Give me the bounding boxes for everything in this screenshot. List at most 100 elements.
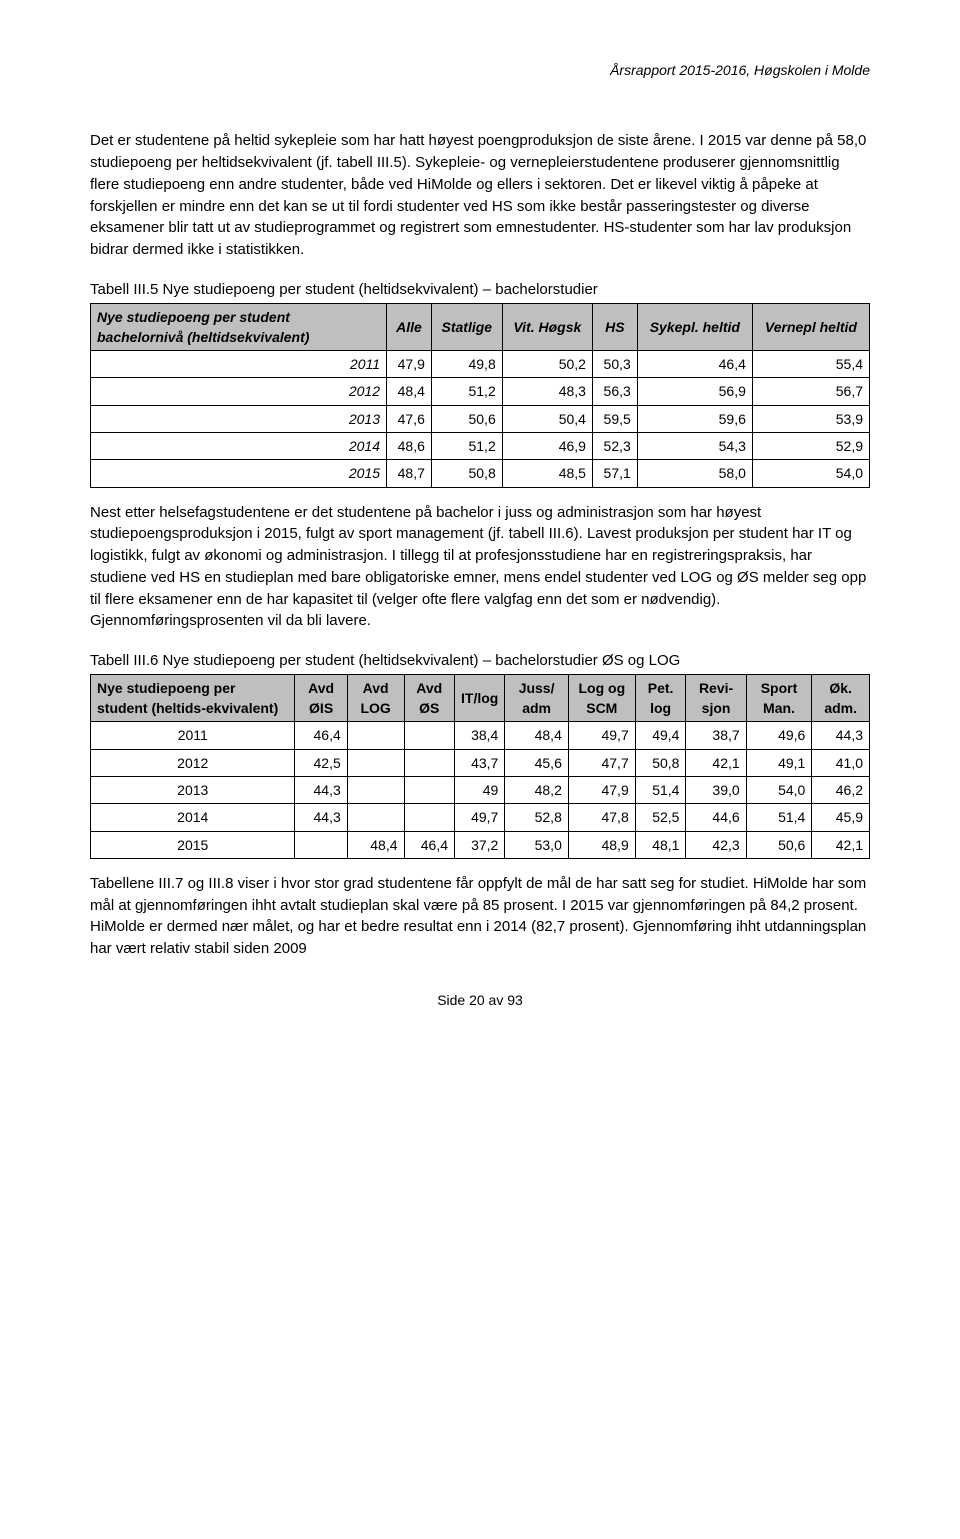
column-header: Revi-sjon bbox=[686, 674, 746, 722]
column-header: Sykepl. heltid bbox=[637, 303, 752, 351]
table-cell: 49,7 bbox=[455, 804, 505, 831]
table-cell bbox=[295, 831, 347, 858]
table-cell: 50,8 bbox=[431, 460, 502, 487]
table-cell: 2013 bbox=[91, 405, 387, 432]
table-2: Nye studiepoeng per student (heltids-ekv… bbox=[90, 674, 870, 859]
column-header: Log og SCM bbox=[568, 674, 635, 722]
table-row: 201147,949,850,250,346,455,4 bbox=[91, 351, 870, 378]
table-cell: 55,4 bbox=[752, 351, 869, 378]
table-cell: 50,8 bbox=[635, 749, 686, 776]
table-cell: 2012 bbox=[91, 378, 387, 405]
table-cell: 42,1 bbox=[686, 749, 746, 776]
table-cell: 50,6 bbox=[431, 405, 502, 432]
table-cell: 45,6 bbox=[505, 749, 569, 776]
table-cell: 48,7 bbox=[387, 460, 432, 487]
table-cell: 2011 bbox=[91, 722, 295, 749]
table-row: 201444,349,752,847,852,544,651,445,9 bbox=[91, 804, 870, 831]
table-cell: 38,7 bbox=[686, 722, 746, 749]
column-header: Sport Man. bbox=[746, 674, 812, 722]
table-cell: 51,2 bbox=[431, 433, 502, 460]
column-header: Pet. log bbox=[635, 674, 686, 722]
table-cell: 46,4 bbox=[295, 722, 347, 749]
table-cell: 47,9 bbox=[568, 777, 635, 804]
table-row: 201344,34948,247,951,439,054,046,2 bbox=[91, 777, 870, 804]
table-cell bbox=[347, 777, 404, 804]
table-cell: 51,2 bbox=[431, 378, 502, 405]
table-cell: 50,6 bbox=[746, 831, 812, 858]
table-cell bbox=[404, 749, 455, 776]
paragraph-3: Tabellene III.7 og III.8 viser i hvor st… bbox=[90, 873, 870, 960]
table-cell: 53,9 bbox=[752, 405, 869, 432]
table-cell: 42,1 bbox=[812, 831, 870, 858]
table-cell: 2012 bbox=[91, 749, 295, 776]
column-header: IT/log bbox=[455, 674, 505, 722]
table-cell: 56,3 bbox=[592, 378, 637, 405]
table-cell: 59,6 bbox=[637, 405, 752, 432]
table-cell: 52,9 bbox=[752, 433, 869, 460]
table-cell bbox=[404, 804, 455, 831]
table-cell: 57,1 bbox=[592, 460, 637, 487]
column-header: HS bbox=[592, 303, 637, 351]
column-header: Vernepl heltid bbox=[752, 303, 869, 351]
table-cell: 49,7 bbox=[568, 722, 635, 749]
paragraph-1: Det er studentene på heltid sykepleie so… bbox=[90, 130, 870, 261]
table-cell: 46,4 bbox=[637, 351, 752, 378]
table-cell: 46,9 bbox=[502, 433, 592, 460]
table-cell bbox=[404, 777, 455, 804]
table-cell: 50,2 bbox=[502, 351, 592, 378]
table-cell: 48,4 bbox=[505, 722, 569, 749]
column-header: Avd ØS bbox=[404, 674, 455, 722]
table-cell bbox=[347, 749, 404, 776]
table-row: 201548,446,437,253,048,948,142,350,642,1 bbox=[91, 831, 870, 858]
table-cell: 2014 bbox=[91, 804, 295, 831]
column-header: Avd LOG bbox=[347, 674, 404, 722]
column-header: Nye studiepoeng per student bachelornivå… bbox=[91, 303, 387, 351]
table-cell: 50,4 bbox=[502, 405, 592, 432]
column-header: Statlige bbox=[431, 303, 502, 351]
table-cell: 37,2 bbox=[455, 831, 505, 858]
paragraph-2: Nest etter helsefagstudentene er det stu… bbox=[90, 502, 870, 633]
table-cell: 48,9 bbox=[568, 831, 635, 858]
table-cell: 51,4 bbox=[746, 804, 812, 831]
table-cell: 42,3 bbox=[686, 831, 746, 858]
table-cell: 54,3 bbox=[637, 433, 752, 460]
table-cell: 47,9 bbox=[387, 351, 432, 378]
table-cell: 59,5 bbox=[592, 405, 637, 432]
table-cell: 49,4 bbox=[635, 722, 686, 749]
table-cell: 58,0 bbox=[637, 460, 752, 487]
table-cell: 48,6 bbox=[387, 433, 432, 460]
table-cell: 44,3 bbox=[812, 722, 870, 749]
table-row: 201248,451,248,356,356,956,7 bbox=[91, 378, 870, 405]
page-footer: Side 20 av 93 bbox=[90, 990, 870, 1010]
table-cell: 56,7 bbox=[752, 378, 869, 405]
table-cell: 49 bbox=[455, 777, 505, 804]
column-header: Alle bbox=[387, 303, 432, 351]
table-cell: 47,8 bbox=[568, 804, 635, 831]
table-cell: 47,7 bbox=[568, 749, 635, 776]
table-cell: 54,0 bbox=[752, 460, 869, 487]
table-cell: 45,9 bbox=[812, 804, 870, 831]
column-header: Avd ØIS bbox=[295, 674, 347, 722]
table-cell: 46,4 bbox=[404, 831, 455, 858]
table-cell: 43,7 bbox=[455, 749, 505, 776]
table-cell: 2011 bbox=[91, 351, 387, 378]
table-row: 201448,651,246,952,354,352,9 bbox=[91, 433, 870, 460]
table-cell: 52,8 bbox=[505, 804, 569, 831]
table-cell: 52,3 bbox=[592, 433, 637, 460]
table-cell: 48,4 bbox=[387, 378, 432, 405]
table-cell: 2014 bbox=[91, 433, 387, 460]
page-header: Årsrapport 2015-2016, Høgskolen i Molde bbox=[90, 60, 870, 80]
table-cell: 38,4 bbox=[455, 722, 505, 749]
table-cell: 53,0 bbox=[505, 831, 569, 858]
table-cell: 44,3 bbox=[295, 777, 347, 804]
table-cell: 42,5 bbox=[295, 749, 347, 776]
table-cell: 49,1 bbox=[746, 749, 812, 776]
table-cell bbox=[347, 722, 404, 749]
table-row: 201548,750,848,557,158,054,0 bbox=[91, 460, 870, 487]
table-cell: 44,3 bbox=[295, 804, 347, 831]
table-cell bbox=[404, 722, 455, 749]
table-cell: 39,0 bbox=[686, 777, 746, 804]
table-cell bbox=[347, 804, 404, 831]
column-header: Øk. adm. bbox=[812, 674, 870, 722]
column-header: Nye studiepoeng per student (heltids-ekv… bbox=[91, 674, 295, 722]
